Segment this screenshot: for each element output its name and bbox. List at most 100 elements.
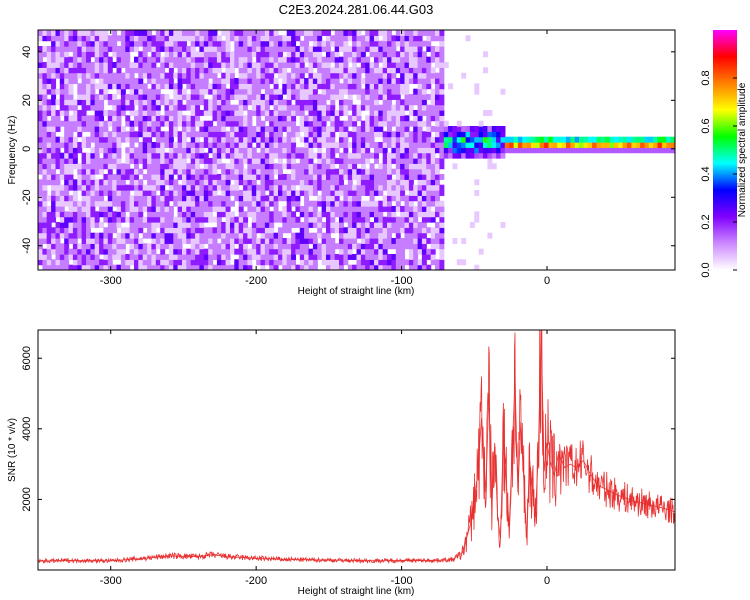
heatmap-cell: [51, 248, 57, 255]
heatmap-cell: [151, 99, 157, 106]
y-tick-label: -40: [21, 238, 33, 254]
heatmap-cell: [374, 104, 379, 111]
heatmap-cell: [225, 51, 231, 58]
heatmap-cell: [164, 94, 170, 100]
heatmap-cell: [46, 83, 52, 90]
heatmap-cell: [51, 243, 57, 250]
heatmap-cell: [142, 216, 148, 223]
heatmap-cell: [256, 35, 262, 42]
heatmap-cell: [326, 222, 331, 228]
heatmap-cell: [99, 179, 105, 186]
heatmap-cell: [343, 254, 349, 260]
heatmap-cell: [77, 184, 83, 191]
heatmap-cell: [216, 56, 222, 63]
heatmap-cell: [256, 72, 262, 79]
snr-x-ticks: -300 -200 -100 0: [100, 330, 550, 587]
heatmap-cell: [456, 147, 462, 154]
heatmap-cell: [465, 152, 471, 159]
heatmap-cell: [42, 131, 48, 138]
heatmap-cell: [103, 62, 109, 68]
heatmap-cell: [278, 147, 283, 154]
heatmap-cell: [426, 30, 432, 36]
heatmap-cell: [164, 35, 170, 42]
y-tick-label: 2000: [21, 487, 33, 511]
heatmap-cell: [186, 72, 192, 79]
heatmap-cell: [195, 254, 201, 260]
heatmap-cell: [155, 40, 161, 47]
heatmap-cell: [208, 163, 214, 170]
heatmap-cell: [208, 238, 214, 244]
heatmap-cell: [378, 264, 384, 270]
heatmap-cell: [496, 131, 502, 138]
heatmap-cell: [404, 62, 410, 68]
heatmap-cell: [339, 46, 344, 52]
heatmap-cell: [134, 30, 139, 36]
heatmap-cell: [343, 200, 349, 207]
heatmap-cell: [330, 184, 336, 191]
heatmap-cell: [151, 62, 157, 68]
heatmap-cell: [160, 142, 166, 148]
heatmap-cell: [90, 211, 96, 218]
heatmap-cell: [208, 88, 214, 95]
heatmap-cell: [391, 142, 397, 148]
heatmap-cell: [86, 94, 91, 100]
heatmap-cell: [68, 163, 74, 170]
heatmap-cell: [369, 120, 375, 127]
heatmap-cell: [99, 243, 105, 250]
heatmap-cell: [103, 190, 109, 196]
heatmap-cell: [42, 126, 48, 132]
heatmap-cell: [116, 115, 122, 122]
heatmap-cell: [369, 179, 375, 186]
heatmap-cell: [435, 243, 440, 250]
heatmap-cell: [42, 163, 48, 170]
heatmap-cell: [238, 99, 244, 106]
heatmap-cell: [360, 78, 366, 84]
heatmap-cell: [382, 131, 388, 138]
heatmap-cell: [147, 94, 153, 100]
heatmap-cell: [86, 62, 91, 68]
heatmap-cell: [291, 83, 297, 90]
heatmap-cell: [356, 51, 362, 58]
heatmap-cell: [182, 120, 187, 127]
heatmap-cell: [112, 152, 118, 159]
heatmap-cell: [426, 104, 432, 111]
heatmap-cell: [51, 264, 57, 270]
heatmap-cell: [234, 158, 240, 164]
heatmap-cell: [38, 110, 43, 116]
heatmap-cell: [195, 56, 201, 63]
heatmap-cell: [382, 232, 388, 239]
heatmap-cell: [59, 72, 65, 79]
heatmap-cell: [168, 142, 174, 148]
heatmap-cell: [160, 67, 166, 74]
heatmap-cell: [387, 264, 392, 270]
heatmap-cell: [374, 254, 379, 260]
heatmap-cell: [382, 216, 388, 223]
heatmap-cell: [408, 216, 414, 223]
heatmap-cell: [356, 168, 362, 175]
heatmap-cell: [326, 195, 331, 202]
heatmap-cell: [125, 99, 131, 106]
heatmap-cell: [391, 110, 397, 116]
heatmap-cell: [347, 179, 353, 186]
heatmap-cell: [326, 83, 331, 90]
heatmap-cell: [417, 56, 423, 63]
heatmap-cell: [352, 222, 358, 228]
heatmap-cell: [177, 232, 183, 239]
heatmap-cell: [264, 78, 270, 84]
heatmap-cell: [295, 99, 301, 106]
heatmap-cell: [116, 243, 122, 250]
heatmap-cell: [299, 62, 305, 68]
heatmap-cell: [439, 35, 445, 42]
heatmap-cell: [360, 56, 366, 63]
heatmap-cell: [90, 179, 96, 186]
heatmap-cell: [177, 83, 183, 90]
heatmap-cell: [600, 142, 606, 148]
heatmap-cell: [308, 35, 314, 42]
heatmap-cell: [339, 243, 344, 250]
heatmap-cell: [535, 142, 541, 148]
heatmap-cell: [59, 174, 65, 180]
heatmap-cell: [330, 83, 336, 90]
heatmap-cell: [238, 56, 244, 63]
heatmap-cell: [138, 40, 144, 47]
heatmap-cell: [151, 72, 157, 79]
